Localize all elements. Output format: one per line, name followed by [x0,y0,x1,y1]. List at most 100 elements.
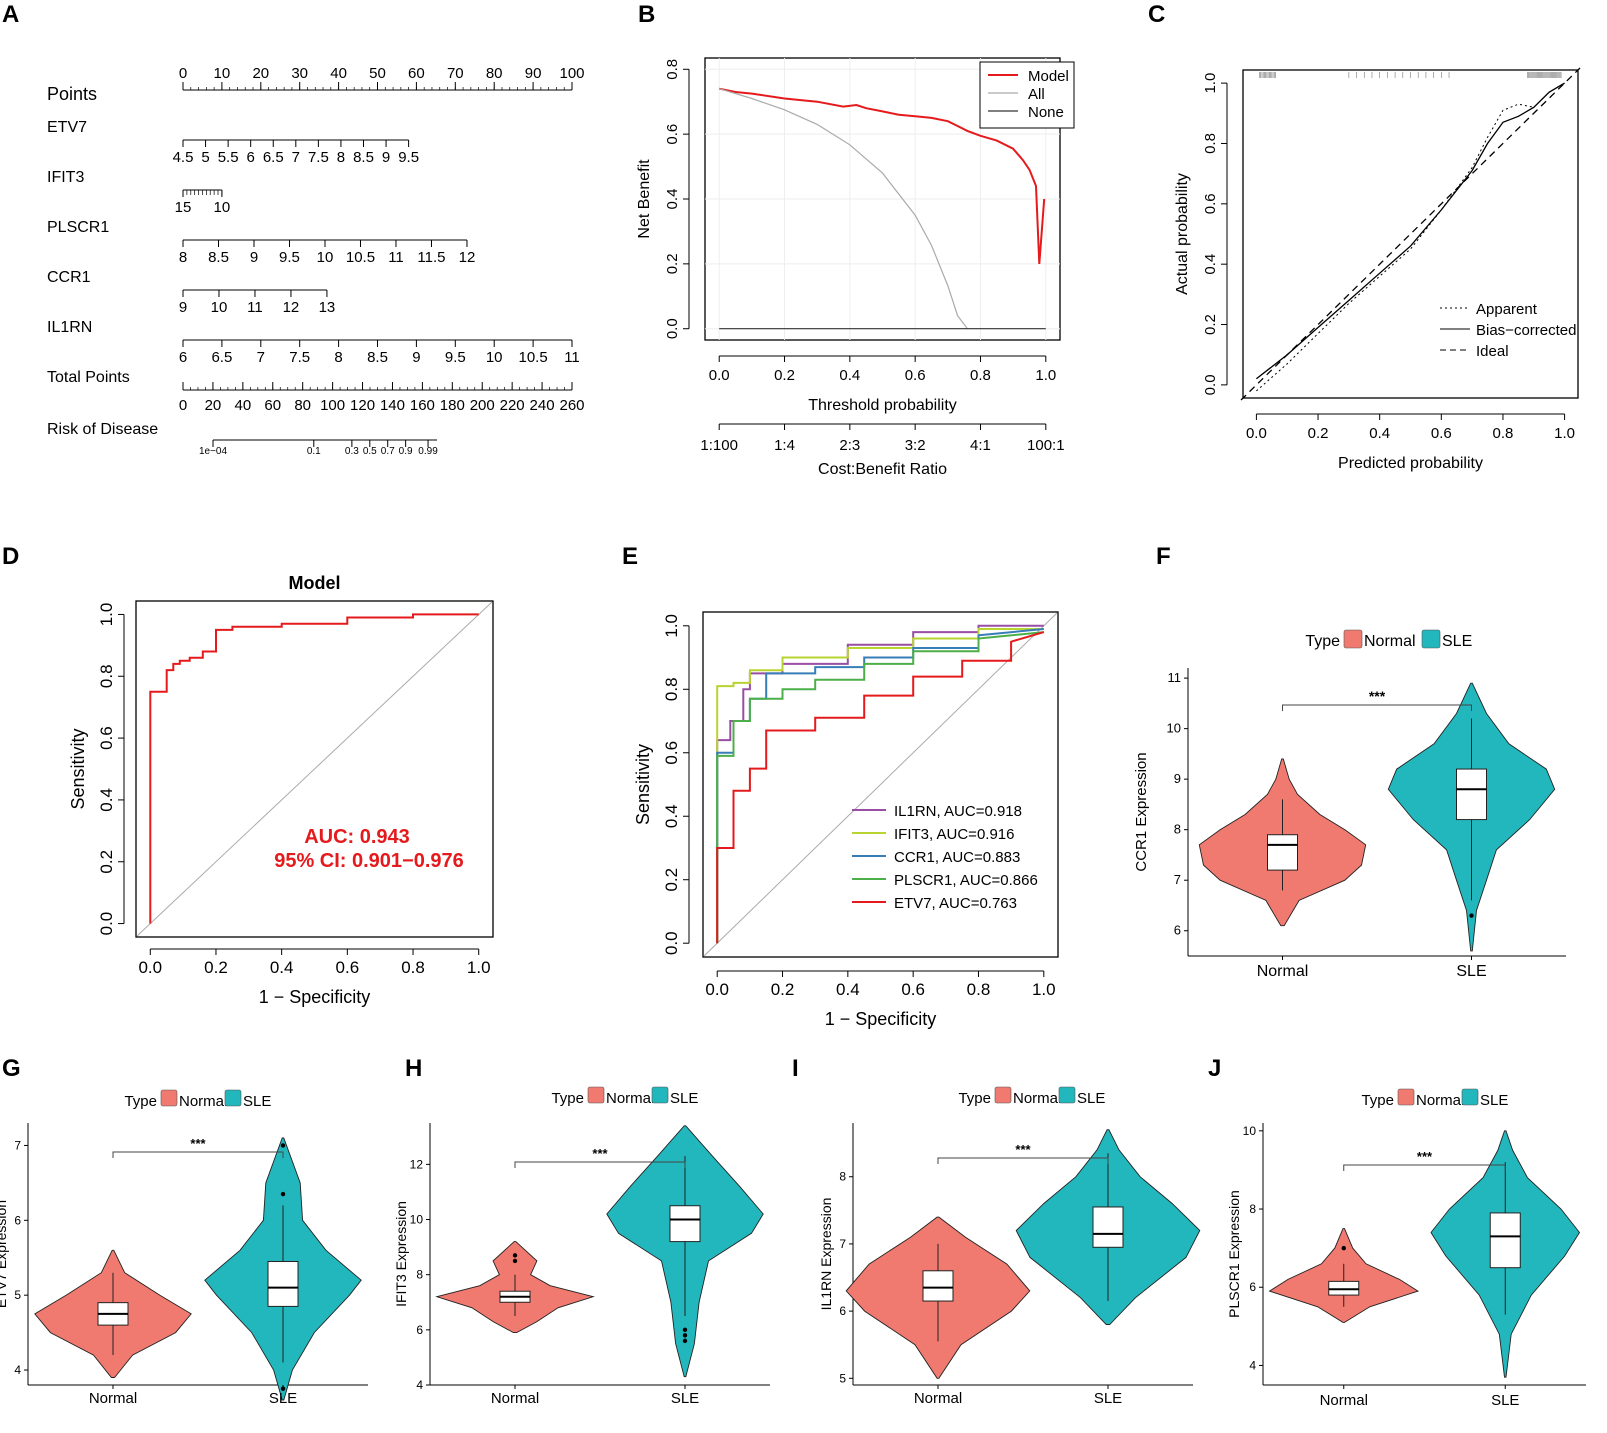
nomogram-tick-label: 220 [500,397,525,414]
nomogram-tick-label: 50 [369,65,386,82]
nomogram-tick-label: 10.5 [346,249,375,266]
nomogram-tick-label: 7.5 [289,349,310,366]
y-tick-label: 10 [410,1213,424,1227]
panel-label-f: F [1156,543,1171,570]
x-tick-label: 1.0 [1035,367,1056,384]
y-tick-label: 6 [1174,923,1181,938]
series-line-all [719,88,968,330]
y-tick-label: 11 [1168,670,1182,685]
chart-title: Model [289,573,341,593]
legend-label: Apparent [1476,301,1538,318]
plot-frame [702,611,1059,958]
nomogram-tick-label: 200 [470,397,495,414]
x-tick-label: 0.2 [1308,425,1329,442]
box-normal [922,1270,954,1302]
box-sle [669,1205,701,1243]
legend-label: Model [1028,68,1069,85]
cost-benefit-tick-label: 3:2 [905,437,926,454]
nomogram-tick-label: 0.9 [399,446,413,457]
y-tick-label: 0.0 [664,318,681,339]
box-sle [267,1260,299,1307]
nomogram-tick-label: 0.99 [418,446,438,457]
y-axis-label: Net Benefit [636,159,653,239]
outlier-point [682,1327,688,1333]
legend-swatch-sle [224,1089,242,1107]
y-tick-label: 1.0 [1202,73,1219,94]
x-tick-label: SLE [1456,963,1486,980]
nomogram-tick-label: 100 [559,65,584,82]
nomogram-tick-label: 10 [211,299,228,316]
plot-frame [135,600,494,938]
chart-d: 0.0 0.2 0.4 0.6 0.8 1.0 0.0 0.2 0.4 0.6 0.8 1.0 1 − … [68,573,494,1007]
panel-label-e: E [622,543,638,570]
x-tick-label: 0.6 [901,980,925,999]
legend-label: SLE [243,1093,271,1110]
nomogram-tick-label: 0.3 [345,446,359,457]
nomogram-tick-label: 7 [292,149,300,166]
nomogram-tick-label: 6.5 [263,149,284,166]
nomogram-tick-label: 160 [410,397,435,414]
chart-e: 0.0 0.2 0.4 0.6 0.8 1.0 0.0 0.2 0.4 0.6 0.8 1.0 1 − … [633,611,1059,1029]
chart-i-violin: Type Normal SLE 5 6 7 8 IL1RN Expression Normal S… [818,1086,1201,1407]
legend-label: CCR1, AUC=0.883 [894,849,1020,866]
roc-curve-model [149,613,479,924]
y-tick-label: 10 [1243,1124,1257,1138]
ci-annotation: 95% CI: 0.901−0.976 [274,850,464,872]
nomogram-tick-label: 8 [337,149,345,166]
significance-label: *** [190,1136,206,1151]
panel-label-i: I [792,1055,799,1082]
y-tick-label: 0.6 [97,726,116,750]
nomogram-row-label: Risk of Disease [47,421,158,438]
x-tick-label: Normal [914,1390,962,1407]
legend-label: Bias−corrected [1476,322,1576,339]
nomogram-tick-label: 60 [264,397,281,414]
x-tick-label: 0.8 [1493,425,1514,442]
nomogram-tick-label: 240 [530,397,555,414]
nomogram-tick-label: 140 [380,397,405,414]
cost-benefit-tick-label: 1:100 [700,437,738,454]
series-line-apparent [1256,82,1565,392]
legend-label: Normal [606,1090,654,1107]
panel-label-j: J [1208,1055,1221,1082]
x-tick-label: 0.0 [1246,425,1267,442]
panel-label-g: G [2,1055,21,1082]
nomogram-tick-label: 40 [330,65,347,82]
y-tick-label: 0.2 [97,850,116,874]
x-tick-label: 0.6 [336,958,360,977]
nomogram-tick-label: 5.5 [218,149,239,166]
x-tick-label: 1.0 [1032,980,1056,999]
nomogram-tick-label: 260 [559,397,584,414]
y-tick-label: 6 [839,1304,846,1318]
significance-bracket [514,1161,686,1168]
outlier-point [682,1338,688,1344]
outlier-point [512,1253,518,1258]
box-normal [1267,834,1298,871]
y-tick-label: 0.8 [662,677,681,701]
x-tick-label: 1.0 [1554,425,1575,442]
outlier-point [280,1143,286,1148]
legend-label: All [1028,86,1045,103]
y-tick-label: 0.2 [1202,314,1219,335]
y-tick-label: 0.8 [664,59,681,80]
nomogram-tick-label: 12 [283,299,300,316]
nomogram-tick-label: 8 [179,249,187,266]
nomogram-tick-label: 60 [408,65,425,82]
legend-label: Normal [1364,633,1416,650]
outlier-point [512,1258,518,1264]
chart-j-violin: Type Normal SLE 4 6 8 10 PLSCR1 Expression Norma… [1226,1088,1586,1409]
nomogram-tick-label: 80 [486,65,503,82]
x-tick-label: Normal [1320,1392,1368,1409]
cost-benefit-tick-label: 4:1 [970,437,991,454]
nomogram-tick-label: 180 [440,397,465,414]
nomogram-tick-label: 6.5 [211,349,232,366]
y-tick-label: 7 [1174,872,1181,887]
nomogram-tick-label: 10.5 [518,349,547,366]
legend-label: Normal [1013,1090,1061,1107]
significance-label: *** [1015,1142,1031,1157]
cost-benefit-tick-label: 2:3 [839,437,860,454]
x-tick-label: 0.8 [967,980,991,999]
y-tick-label: 6 [14,1213,21,1227]
y-tick-label: 0.8 [1202,133,1219,154]
y-tick-label: 0.4 [97,788,116,812]
legend-swatch-sle [1461,1088,1479,1106]
